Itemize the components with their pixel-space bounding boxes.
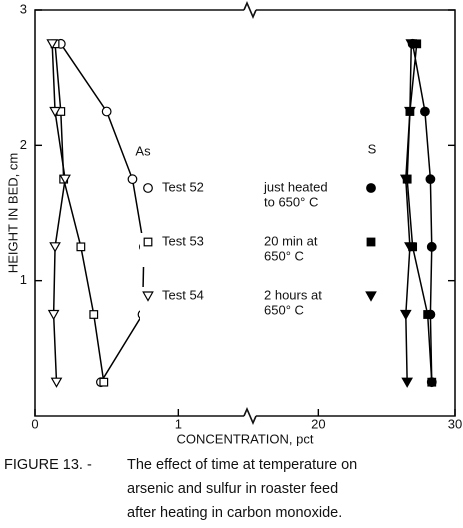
data-point xyxy=(404,106,416,118)
legend-marker xyxy=(366,237,376,247)
legend-note: 2 hours at xyxy=(264,287,322,302)
legend-marker xyxy=(365,291,377,302)
data-point xyxy=(404,242,416,253)
data-point xyxy=(420,106,430,117)
caption-line: arsenic and sulfur in roaster feed xyxy=(127,481,338,497)
data-point xyxy=(405,39,418,50)
legend-label: Test 54 xyxy=(162,287,204,302)
data-point xyxy=(127,174,138,185)
data-point xyxy=(49,242,61,253)
series-line xyxy=(54,43,105,383)
series-line xyxy=(411,43,433,383)
legend-note: just heated xyxy=(263,179,328,194)
series-line xyxy=(405,43,413,383)
series-line xyxy=(60,43,145,383)
data-point xyxy=(401,377,413,388)
legend-label: Test 53 xyxy=(162,233,204,248)
data-point xyxy=(399,309,412,321)
legend-marker xyxy=(142,291,154,302)
data-point xyxy=(50,377,63,388)
data-point xyxy=(399,174,412,185)
data-point xyxy=(423,310,433,319)
data-point xyxy=(427,377,437,387)
y-tick-label: 3 xyxy=(20,1,27,16)
data-point xyxy=(47,309,60,321)
legend-marker xyxy=(143,183,153,193)
data-point xyxy=(76,242,86,252)
legend-note: to 650° C xyxy=(264,194,318,209)
legend-bg xyxy=(140,233,376,267)
legend-note: 650° C xyxy=(264,302,304,317)
y-tick-label: 1 xyxy=(20,272,27,287)
plot-frame xyxy=(34,0,456,426)
data-point xyxy=(425,174,436,185)
legend-header: As xyxy=(135,143,151,158)
x-axis-label: CONCENTRATION, pct xyxy=(177,431,314,446)
legend-note: 20 min at xyxy=(264,233,318,248)
data-point xyxy=(101,106,112,117)
data-point xyxy=(49,106,61,118)
legend-marker xyxy=(143,237,153,247)
data-point xyxy=(46,39,59,50)
series-line xyxy=(406,43,433,383)
x-tick-label: 0 xyxy=(31,416,38,431)
legend-label: Test 52 xyxy=(162,179,204,194)
data-point xyxy=(59,174,71,185)
x-tick-label: 1 xyxy=(175,416,182,431)
caption-label: FIGURE 13. - xyxy=(4,457,92,473)
legend-marker xyxy=(366,183,376,193)
y-tick-label: 2 xyxy=(20,137,27,152)
legend-bg xyxy=(140,287,376,321)
caption-line: after heating in carbon monoxide. xyxy=(127,505,342,521)
data-point xyxy=(426,241,437,252)
data-point xyxy=(99,377,109,387)
series-line xyxy=(51,43,66,383)
y-axis-label: HEIGHT IN BED, cm xyxy=(5,153,20,273)
caption-line: The effect of time at temperature on xyxy=(127,457,357,473)
x-tick-label: 30 xyxy=(448,416,462,431)
legend-note: 650° C xyxy=(264,248,304,263)
legend-bg xyxy=(140,179,376,213)
data-point xyxy=(89,310,99,319)
legend-header: S xyxy=(368,141,377,156)
x-tick-label: 20 xyxy=(311,416,325,431)
